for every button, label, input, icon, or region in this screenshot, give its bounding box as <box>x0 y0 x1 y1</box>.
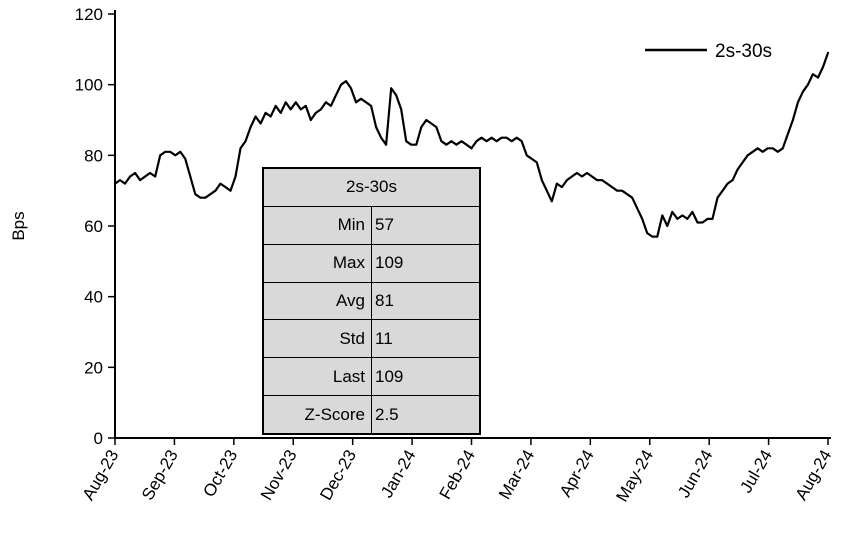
x-tick-label: Sep-23 <box>138 447 182 504</box>
x-tick-label: Aug-24 <box>792 447 836 504</box>
y-tick-label: 40 <box>84 288 103 307</box>
x-tick-label: Mar-24 <box>495 447 538 503</box>
stats-row-std: Std 11 <box>262 319 481 359</box>
stat-value-max: 109 <box>371 243 481 283</box>
x-tick-label: Jan-24 <box>377 447 419 502</box>
y-tick-label: 120 <box>75 5 103 24</box>
y-tick-label: 60 <box>84 217 103 236</box>
y-tick-label: 0 <box>94 429 103 448</box>
stats-row-min: Min 57 <box>262 205 481 245</box>
y-axis-title: Bps <box>9 211 28 240</box>
x-tick-label: Jun-24 <box>674 447 716 502</box>
legend-label: 2s-30s <box>715 41 772 62</box>
stat-label-avg: Avg <box>262 281 372 321</box>
x-tick-label: Dec-23 <box>316 447 360 504</box>
stat-value-last: 109 <box>371 357 481 397</box>
stats-row-avg: Avg 81 <box>262 281 481 321</box>
x-tick-label: Jul-24 <box>736 447 776 497</box>
stats-header-row: 2s-30s <box>262 167 481 207</box>
stats-table-title: 2s-30s <box>262 167 481 207</box>
stat-value-avg: 81 <box>371 281 481 321</box>
stats-row-zscore: Z-Score 2.5 <box>262 395 481 435</box>
stats-row-last: Last 109 <box>262 357 481 397</box>
x-tick-label: Nov-23 <box>257 447 301 504</box>
stat-value-zscore: 2.5 <box>371 395 481 435</box>
x-tick-label: May-24 <box>612 447 657 506</box>
stats-table: 2s-30s Min 57 Max 109 Avg 81 Std 11 Last… <box>262 167 481 435</box>
stat-label-min: Min <box>262 205 372 245</box>
stat-value-std: 11 <box>371 319 481 359</box>
y-tick-label: 80 <box>84 146 103 165</box>
stat-label-max: Max <box>262 243 372 283</box>
x-tick-label: Feb-24 <box>436 447 479 503</box>
stats-row-max: Max 109 <box>262 243 481 283</box>
x-tick-label: Oct-23 <box>199 447 241 501</box>
stats-table-grid: 2s-30s Min 57 Max 109 Avg 81 Std 11 Last… <box>262 167 481 435</box>
stat-label-std: Std <box>262 319 372 359</box>
y-tick-label: 20 <box>84 358 103 377</box>
x-tick-label: Aug-23 <box>79 447 123 504</box>
stat-value-min: 57 <box>371 205 481 245</box>
y-tick-label: 100 <box>75 76 103 95</box>
legend: 2s-30s <box>645 41 772 62</box>
series-line-2s-30s <box>113 51 830 238</box>
stat-label-zscore: Z-Score <box>262 395 372 435</box>
x-tick-label: Apr-24 <box>556 447 598 501</box>
stat-label-last: Last <box>262 357 372 397</box>
